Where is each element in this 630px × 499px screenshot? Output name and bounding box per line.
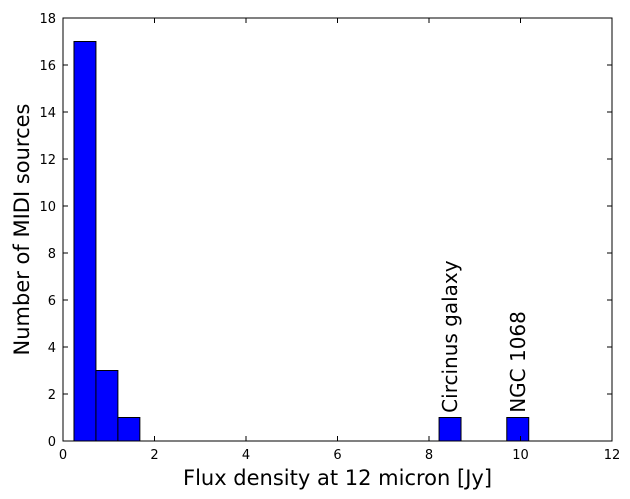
x-tick-label-0: 0 [59,448,67,463]
x-tick-label-6: 12 [604,448,621,463]
y-tick-label-3: 6 [48,294,56,309]
annotation-1: Circinus galaxy [438,260,462,413]
x-tick-label-2: 4 [242,448,250,463]
x-tick-label-5: 10 [512,448,529,463]
y-tick-label-8: 16 [39,59,56,74]
x-axis-label: Flux density at 12 micron [Jy] [183,466,492,490]
x-tick-label-1: 2 [150,448,158,463]
plot-frame [62,17,613,442]
x-tick-label-3: 6 [333,448,341,463]
y-tick-label-1: 2 [48,388,56,403]
y-tick-label-7: 14 [39,106,56,121]
histogram-bar-2 [95,370,119,442]
annotations-group: Circinus galaxy NGC 1068 [438,260,530,413]
y-tick-label-2: 4 [48,341,56,356]
x-tick-label-4: 8 [425,448,433,463]
y-tick-label-4: 8 [48,247,56,262]
y-tick-label-9: 18 [39,12,56,27]
bars-group [73,41,530,442]
y-tick-label-5: 10 [39,200,56,215]
ticks-group: 0 2 4 6 8 10 12 0 2 4 6 8 10 12 14 16 18 [39,12,620,463]
histogram-bar-4 [438,417,462,442]
y-axis-label: Number of MIDI sources [10,104,34,356]
histogram-bar-5 [506,417,530,442]
y-tick-label-0: 0 [48,435,56,450]
histogram-bar-3 [117,417,141,442]
annotation-2: NGC 1068 [506,311,530,413]
y-tick-label-6: 12 [39,153,56,168]
histogram-bar-1 [73,41,97,442]
